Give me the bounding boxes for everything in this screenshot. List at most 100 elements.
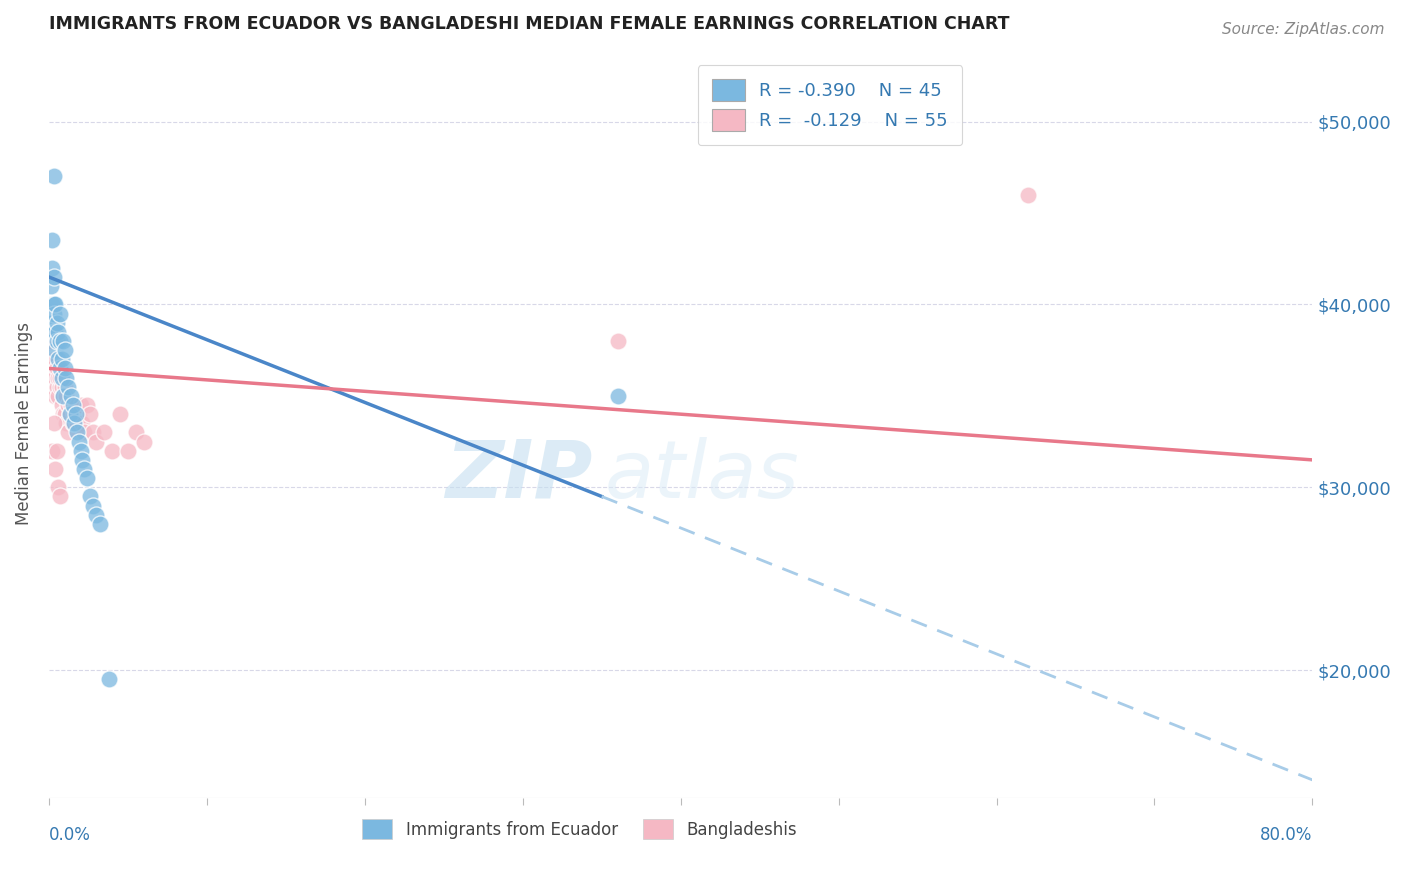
Point: [49, 307, 72, 321]
Point: [53, 361, 76, 376]
Point: [60, 398, 83, 412]
Point: [66, 425, 89, 440]
Point: [65, 398, 87, 412]
Point: [1017, 187, 1039, 202]
Point: [48, 389, 70, 403]
Point: [67, 407, 90, 421]
Text: 0.0%: 0.0%: [49, 826, 91, 844]
Point: [70, 417, 93, 431]
Point: [45, 380, 67, 394]
Point: [56, 398, 79, 412]
Point: [45, 443, 67, 458]
Point: [69, 398, 91, 412]
Point: [73, 425, 96, 440]
Point: [51, 370, 73, 384]
Point: [49, 380, 72, 394]
Legend: R = -0.390    N = 45, R =  -0.129    N = 55: R = -0.390 N = 45, R = -0.129 N = 55: [697, 65, 962, 145]
Point: [48, 352, 70, 367]
Point: [44, 389, 66, 403]
Point: [76, 471, 98, 485]
Point: [49, 361, 72, 376]
Point: [89, 516, 111, 531]
Y-axis label: Median Female Earnings: Median Female Earnings: [15, 322, 32, 524]
Point: [86, 508, 108, 522]
Point: [58, 407, 80, 421]
Point: [51, 352, 73, 367]
Point: [49, 490, 72, 504]
Point: [60, 389, 83, 403]
Point: [44, 343, 66, 358]
Point: [41, 297, 63, 311]
Point: [62, 417, 84, 431]
Point: [41, 325, 63, 339]
Point: [42, 352, 65, 367]
Point: [62, 398, 84, 412]
Point: [44, 352, 66, 367]
Point: [82, 499, 104, 513]
Point: [42, 270, 65, 285]
Point: [39, 316, 62, 330]
Point: [63, 417, 86, 431]
Point: [42, 380, 65, 394]
Point: [41, 352, 63, 367]
Point: [76, 398, 98, 412]
Point: [41, 443, 63, 458]
Point: [606, 389, 628, 403]
Point: [69, 443, 91, 458]
Point: [44, 370, 66, 384]
Text: IMMIGRANTS FROM ECUADOR VS BANGLADESHI MEDIAN FEMALE EARNINGS CORRELATION CHART: IMMIGRANTS FROM ECUADOR VS BANGLADESHI M…: [49, 15, 1010, 33]
Text: ZIP: ZIP: [444, 437, 592, 515]
Point: [52, 389, 75, 403]
Point: [42, 361, 65, 376]
Point: [39, 343, 62, 358]
Point: [53, 343, 76, 358]
Point: [41, 260, 63, 275]
Point: [93, 425, 115, 440]
Point: [125, 425, 148, 440]
Point: [41, 361, 63, 376]
Point: [41, 234, 63, 248]
Point: [117, 443, 139, 458]
Point: [79, 490, 101, 504]
Point: [53, 380, 76, 394]
Point: [606, 334, 628, 348]
Point: [67, 434, 90, 449]
Point: [39, 334, 62, 348]
Point: [49, 370, 72, 384]
Point: [42, 169, 65, 184]
Point: [86, 434, 108, 449]
Point: [82, 425, 104, 440]
Point: [42, 417, 65, 431]
Point: [108, 407, 131, 421]
Point: [44, 462, 66, 476]
Point: [45, 334, 67, 348]
Point: [51, 398, 73, 412]
Point: [58, 407, 80, 421]
Point: [98, 673, 121, 687]
Point: [48, 370, 70, 384]
Point: [132, 434, 155, 449]
Point: [51, 380, 73, 394]
Point: [39, 279, 62, 293]
Point: [45, 316, 67, 330]
Point: [52, 407, 75, 421]
Point: [45, 361, 67, 376]
Text: 80.0%: 80.0%: [1260, 826, 1312, 844]
Point: [55, 389, 77, 403]
Point: [44, 325, 66, 339]
Point: [52, 389, 75, 403]
Point: [49, 334, 72, 348]
Point: [79, 407, 101, 421]
Point: [44, 297, 66, 311]
Point: [66, 417, 89, 431]
Point: [73, 462, 96, 476]
Point: [55, 370, 77, 384]
Point: [42, 297, 65, 311]
Point: [48, 325, 70, 339]
Point: [63, 407, 86, 421]
Point: [42, 325, 65, 339]
Point: [101, 443, 124, 458]
Point: [42, 307, 65, 321]
Point: [48, 480, 70, 494]
Point: [70, 453, 93, 467]
